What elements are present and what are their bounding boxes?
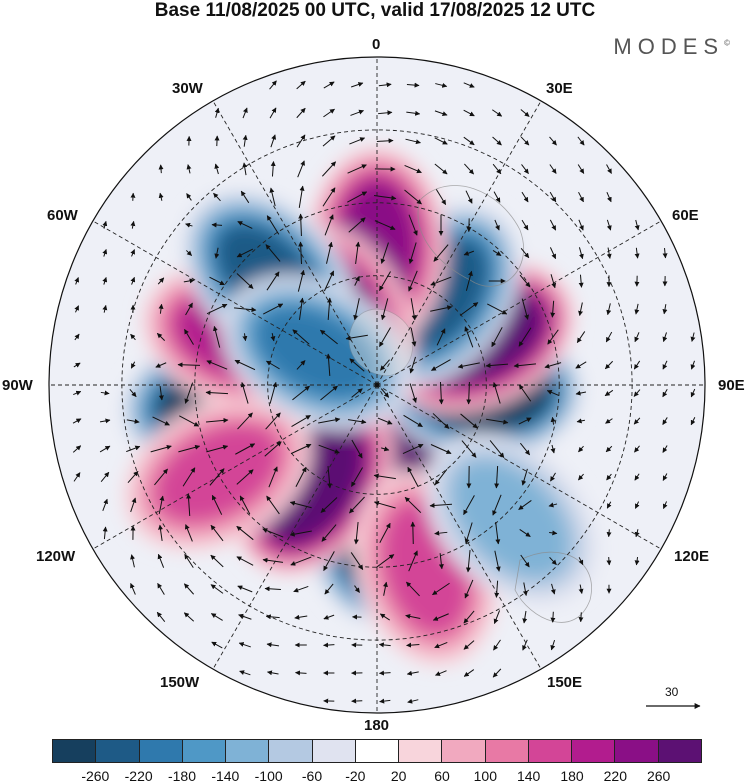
wind-vector <box>379 673 390 674</box>
wind-vector <box>581 612 582 621</box>
legend-swatch <box>355 739 398 763</box>
legend-swatch <box>52 739 95 763</box>
lon-label-60w: 60W <box>47 207 78 224</box>
legend-tick-label: 220 <box>604 768 627 784</box>
legend-swatch <box>312 739 355 763</box>
lon-label-90w: 90W <box>2 377 33 394</box>
legend-tick-label: -140 <box>211 768 239 784</box>
reference-vector-label: 30 <box>665 685 678 699</box>
wind-vector <box>609 529 610 536</box>
legend-swatch <box>225 739 268 763</box>
legend-tick-label: 180 <box>560 768 583 784</box>
wind-vector <box>178 365 200 366</box>
legend-swatch <box>182 739 225 763</box>
lon-label-30e: 30E <box>546 80 573 97</box>
anomaly-field <box>40 50 720 730</box>
legend-swatch <box>528 739 571 763</box>
wind-vector <box>413 522 414 544</box>
wind-vector <box>609 557 610 565</box>
legend-tick-label: -220 <box>125 768 153 784</box>
lon-label-180: 180 <box>364 717 389 734</box>
legend-tick-label: 260 <box>647 768 670 784</box>
legend-tick-label: -100 <box>255 768 283 784</box>
legend-swatch <box>95 739 138 763</box>
legend-tick-label: 60 <box>434 768 450 784</box>
lon-label-30w: 30W <box>172 80 203 97</box>
lon-label-90e: 90E <box>718 377 745 394</box>
wind-vector <box>553 612 554 622</box>
lon-label-0: 0 <box>372 36 380 53</box>
legend-tick-label: -20 <box>345 768 365 784</box>
lon-label-120w: 120W <box>36 548 75 565</box>
lon-label-120e: 120E <box>674 548 709 565</box>
legend-tick-label: 140 <box>517 768 540 784</box>
legend-tick-label: -60 <box>302 768 322 784</box>
legend-swatch <box>268 739 311 763</box>
legend-tick-label: -260 <box>81 768 109 784</box>
legend-tick-label: -180 <box>168 768 196 784</box>
lon-label-60e: 60E <box>672 207 699 224</box>
legend-swatch <box>441 739 484 763</box>
north-pole-marker <box>375 383 380 388</box>
legend-tick-label: 20 <box>391 768 407 784</box>
wind-vector <box>161 165 162 173</box>
legend-swatch <box>571 739 614 763</box>
legend-swatch <box>139 739 182 763</box>
legend-swatch <box>485 739 528 763</box>
legend-tick-label: 100 <box>474 768 497 784</box>
legend-swatch <box>658 739 702 763</box>
legend-swatch <box>398 739 441 763</box>
wind-vector <box>212 225 222 226</box>
lon-label-150w: 150W <box>160 674 199 691</box>
legend-swatch <box>614 739 657 763</box>
color-legend <box>52 739 702 765</box>
lon-label-150e: 150E <box>547 674 582 691</box>
